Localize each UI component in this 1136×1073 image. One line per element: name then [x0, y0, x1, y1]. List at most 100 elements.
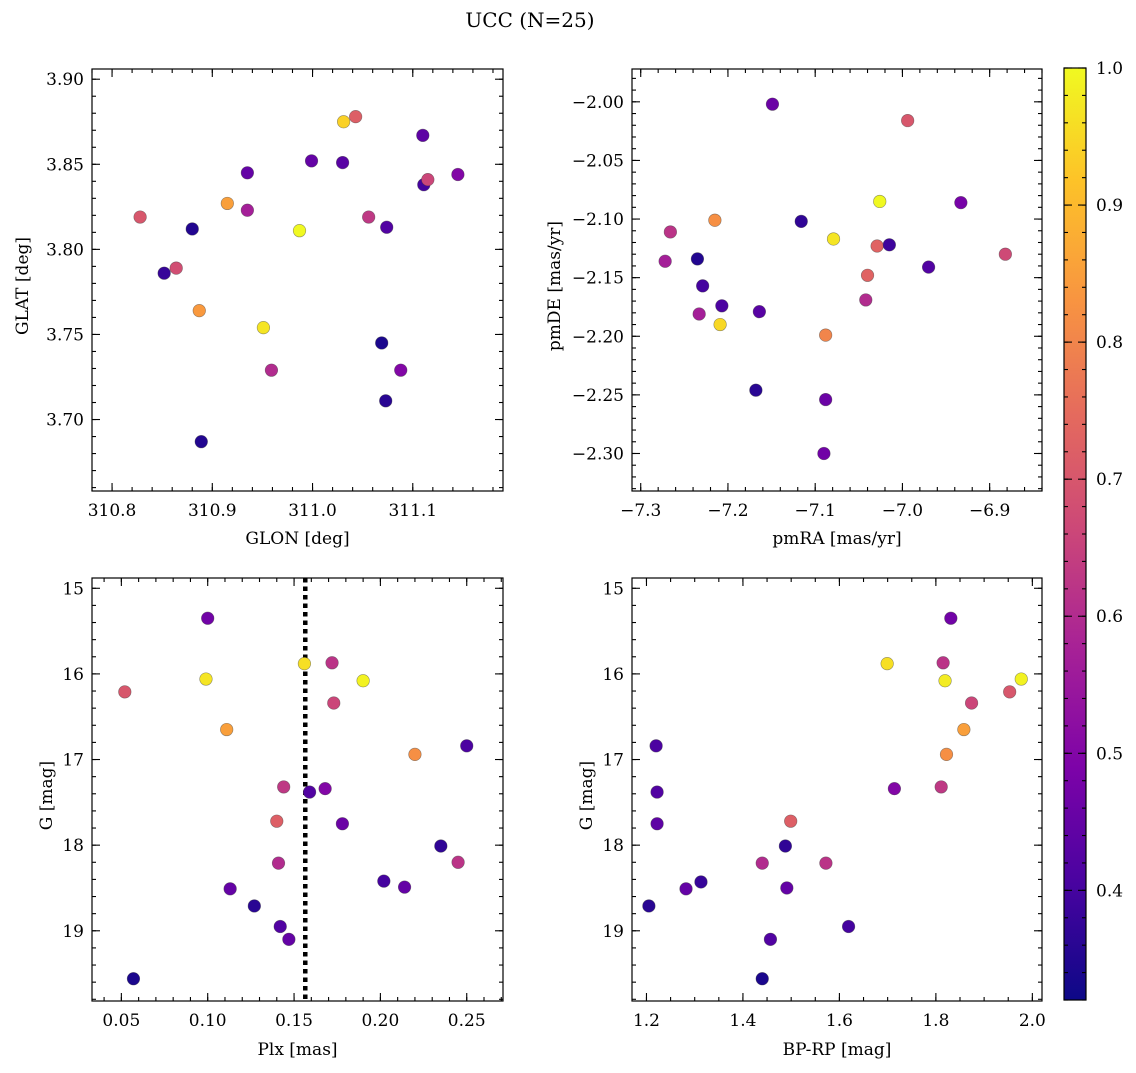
scatter-point — [133, 210, 147, 224]
x-tick-label: 0.05 — [102, 1011, 140, 1031]
y-tick-label: 3.80 — [46, 240, 84, 260]
scatter-point — [408, 747, 422, 761]
scatter-point — [692, 307, 706, 321]
scatter-point — [356, 674, 370, 688]
scatter-point — [819, 328, 833, 342]
scatter-point — [694, 875, 708, 889]
x-axis-label: Plx [mas] — [257, 1040, 337, 1060]
scatter-point — [157, 266, 171, 280]
scatter-point — [421, 173, 435, 187]
panel-pmra-pmde: −7.3 −7.2 −7.1 −7.0 −6.9 −2.30 −2.25 −2.20 −2.15… — [545, 68, 1043, 549]
scatter-point — [819, 856, 833, 870]
x-tick-label: 0.15 — [275, 1011, 313, 1031]
y-tick-label: −2.25 — [572, 386, 624, 406]
x-tick-label: 0.10 — [189, 1011, 227, 1031]
scatter-point — [126, 972, 141, 986]
scatter-point — [819, 392, 833, 407]
scatter-point — [957, 722, 971, 737]
scatter-point — [755, 972, 769, 986]
colorbar-tick-label: 1.0 — [1096, 59, 1123, 79]
y-tick-label: 16 — [602, 665, 624, 685]
colorbar-gradient — [1064, 68, 1086, 1000]
y-tick-label: 18 — [602, 836, 624, 856]
y-tick-label: 17 — [62, 751, 84, 771]
scatter-point — [220, 722, 234, 737]
x-tick-label: −7.2 — [707, 501, 748, 521]
x-tick-label: −7.1 — [795, 501, 836, 521]
scatter-point — [780, 881, 794, 895]
colorbar-frame — [1063, 67, 1087, 1001]
scatter-point — [297, 657, 312, 671]
axes-frame — [91, 68, 504, 492]
scatter-point — [901, 113, 915, 128]
scatter-point — [335, 817, 349, 831]
scatter-point — [1003, 685, 1017, 699]
scatter-point — [256, 321, 271, 335]
scatter-point — [460, 739, 474, 753]
colorbar: 0.4 0.5 0.6 0.7 0.8 0.9 1.0 — [1063, 59, 1123, 1001]
scatter-point — [817, 446, 831, 461]
panel-glon-glat: 310.8 310.9 311.0 311.1 3.70 3.75 3.80 3.85 3.90… — [13, 68, 504, 549]
x-tick-label: 2.0 — [1019, 1011, 1046, 1031]
scatter-point — [327, 696, 341, 710]
scatter-point — [337, 115, 351, 129]
y-tick-label: 3.85 — [46, 155, 84, 175]
y-tick-label: 3.90 — [46, 70, 84, 90]
y-tick-label: 15 — [62, 579, 84, 599]
axes-frame — [91, 577, 504, 1002]
scatter-point — [794, 214, 808, 228]
x-tick-label: 0.25 — [448, 1011, 486, 1031]
scatter-point — [451, 167, 465, 182]
scatter-point — [318, 782, 332, 796]
scatter-point — [964, 696, 979, 710]
scatter-point — [921, 260, 936, 274]
scatter-point — [880, 657, 894, 671]
scatter-point — [954, 196, 968, 210]
scatter-point — [192, 304, 206, 318]
scatter-point — [642, 899, 656, 913]
y-tick-label: −2.30 — [572, 444, 624, 464]
panel-bprp-g: 1.2 1.4 1.6 1.8 2.0 15 16 17 18 19 BP-RP [mag] G [m… — [577, 577, 1046, 1060]
scatter-point — [752, 305, 766, 319]
x-tick-label: 1.8 — [922, 1011, 949, 1031]
y-tick-label: −2.05 — [572, 151, 624, 171]
scatter-point — [292, 224, 307, 238]
scatter-point — [679, 882, 693, 896]
scatter-point — [379, 394, 393, 408]
y-tick-label: 17 — [602, 751, 624, 771]
scatter-point — [194, 435, 208, 449]
scatter-point — [223, 882, 237, 896]
x-axis-label: pmRA [mas/yr] — [772, 529, 901, 549]
scatter-point — [375, 336, 389, 350]
x-tick-label: 1.6 — [826, 1011, 853, 1031]
scatter-point — [304, 154, 319, 168]
x-tick-label: −6.9 — [969, 501, 1010, 521]
scatter-point — [271, 856, 286, 870]
figure-title: UCC (N=25) — [465, 8, 594, 32]
colorbar-tick-label: 0.4 — [1096, 881, 1123, 901]
x-axis-label: BP-RP [mag] — [783, 1040, 892, 1060]
scatter-point — [397, 880, 412, 894]
y-tick-label: −2.10 — [572, 210, 624, 230]
scatter-point — [240, 166, 254, 180]
scatter-point — [749, 383, 763, 397]
scatter-point — [713, 317, 727, 332]
scatter-point — [696, 279, 710, 293]
scatter-point — [349, 110, 363, 124]
axes-frame — [631, 68, 1043, 492]
y-tick-label: 3.75 — [46, 325, 84, 345]
axes-frame — [631, 577, 1043, 1002]
scatter-point — [220, 196, 234, 211]
y-tick-label: 19 — [62, 922, 84, 942]
scatter-point — [650, 785, 664, 799]
scatter-point — [649, 739, 663, 753]
x-tick-label: 310.8 — [88, 501, 137, 521]
y-axis-label: pmDE [mas/yr] — [545, 221, 565, 351]
x-tick-label: 1.2 — [633, 1011, 660, 1031]
colorbar-tick-label: 0.8 — [1096, 333, 1123, 353]
y-tick-label: 16 — [62, 665, 84, 685]
scatter-point — [118, 685, 132, 699]
scatter-point — [377, 874, 391, 888]
scatter-point — [934, 780, 948, 794]
